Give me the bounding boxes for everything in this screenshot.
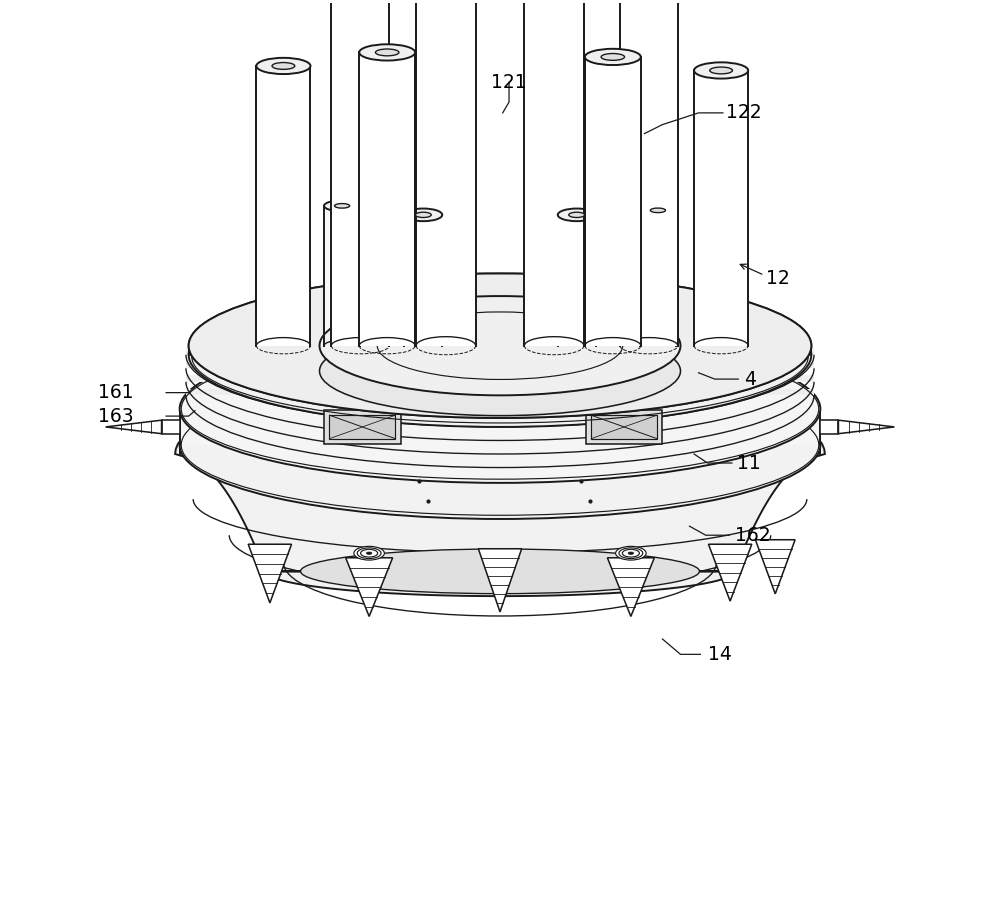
Ellipse shape [569, 212, 585, 218]
Polygon shape [186, 349, 814, 355]
Ellipse shape [619, 548, 643, 558]
Polygon shape [478, 548, 522, 612]
Polygon shape [256, 66, 310, 346]
Polygon shape [248, 544, 292, 603]
Ellipse shape [558, 209, 596, 222]
Polygon shape [175, 378, 825, 597]
Ellipse shape [189, 273, 811, 418]
Ellipse shape [189, 282, 811, 427]
Ellipse shape [320, 326, 680, 416]
Polygon shape [585, 57, 641, 346]
Text: 12: 12 [766, 269, 790, 288]
Ellipse shape [628, 552, 634, 555]
Ellipse shape [616, 547, 646, 560]
Polygon shape [640, 211, 676, 346]
Polygon shape [346, 558, 393, 617]
Polygon shape [186, 361, 814, 369]
Polygon shape [524, 0, 584, 346]
Polygon shape [591, 415, 657, 439]
Polygon shape [329, 415, 395, 439]
Polygon shape [694, 71, 748, 346]
Ellipse shape [640, 205, 676, 216]
Polygon shape [607, 558, 654, 617]
Polygon shape [324, 410, 401, 444]
Ellipse shape [180, 371, 820, 519]
Polygon shape [404, 215, 442, 346]
Ellipse shape [359, 44, 415, 61]
Polygon shape [180, 409, 820, 445]
Ellipse shape [650, 208, 666, 212]
Ellipse shape [189, 273, 811, 418]
Ellipse shape [366, 552, 372, 555]
Polygon shape [162, 420, 180, 434]
Ellipse shape [320, 296, 680, 395]
Ellipse shape [334, 203, 350, 208]
Polygon shape [359, 53, 415, 346]
Ellipse shape [361, 549, 378, 557]
Text: 121: 121 [491, 73, 527, 92]
Ellipse shape [710, 67, 732, 74]
Text: 11: 11 [737, 453, 761, 472]
Ellipse shape [404, 209, 442, 222]
Ellipse shape [320, 326, 680, 416]
Ellipse shape [256, 58, 310, 74]
Text: 162: 162 [735, 526, 770, 545]
Ellipse shape [694, 63, 748, 79]
Ellipse shape [375, 49, 399, 55]
Text: 4: 4 [744, 370, 756, 389]
Ellipse shape [324, 201, 360, 212]
Ellipse shape [301, 549, 699, 594]
Polygon shape [416, 0, 476, 346]
Text: 161: 161 [98, 383, 134, 402]
Polygon shape [320, 346, 680, 371]
Polygon shape [586, 410, 662, 444]
Polygon shape [755, 539, 795, 594]
Polygon shape [620, 0, 678, 346]
Text: 122: 122 [726, 104, 761, 123]
Ellipse shape [585, 49, 641, 65]
Ellipse shape [331, 0, 389, 2]
Polygon shape [186, 375, 814, 381]
Polygon shape [186, 389, 814, 395]
Text: 14: 14 [708, 645, 731, 664]
Ellipse shape [622, 549, 639, 557]
Ellipse shape [601, 54, 625, 60]
Polygon shape [558, 215, 596, 346]
Polygon shape [106, 420, 162, 434]
Polygon shape [331, 0, 389, 346]
Ellipse shape [354, 547, 384, 560]
Ellipse shape [180, 335, 820, 483]
Polygon shape [708, 544, 752, 601]
Ellipse shape [357, 548, 381, 558]
Text: 163: 163 [98, 407, 134, 426]
Ellipse shape [320, 296, 680, 395]
Polygon shape [324, 206, 360, 346]
Ellipse shape [415, 212, 431, 218]
Polygon shape [189, 346, 811, 355]
Ellipse shape [272, 63, 295, 69]
Polygon shape [838, 420, 894, 434]
Polygon shape [180, 445, 820, 454]
Polygon shape [820, 420, 838, 434]
